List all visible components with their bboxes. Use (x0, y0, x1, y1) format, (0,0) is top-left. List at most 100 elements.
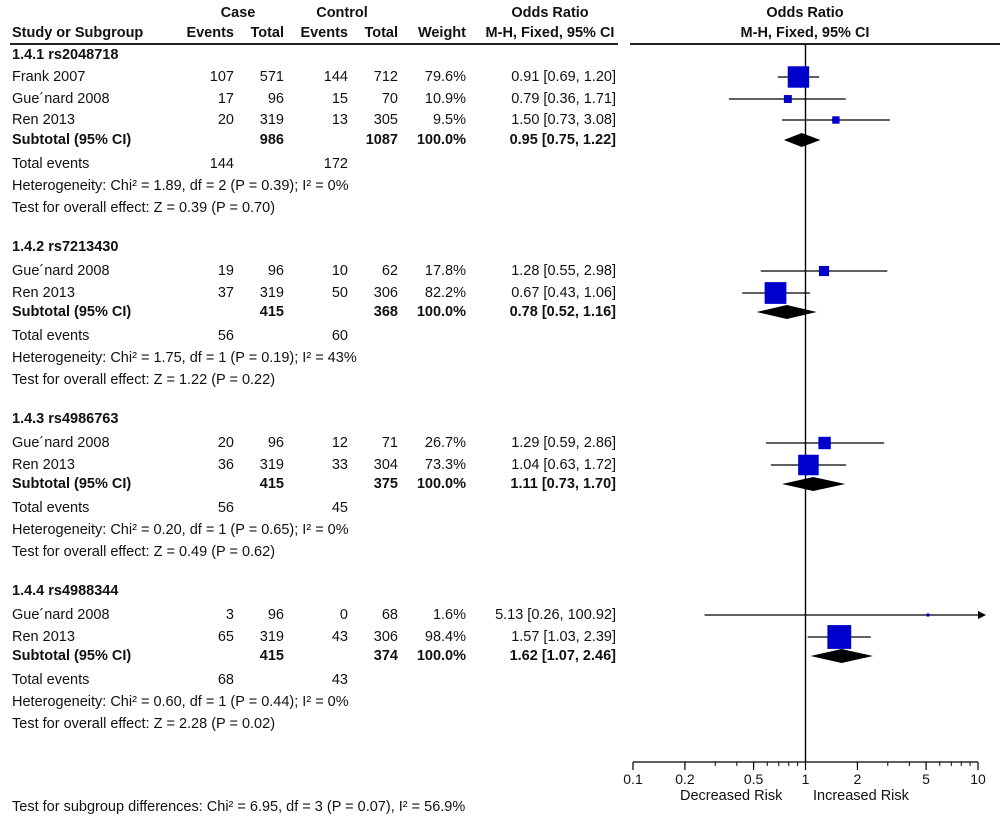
subtotal-diamond (781, 477, 846, 491)
odds-ratio-ci: 0.67 [0.43, 1.06] (511, 285, 616, 301)
decreased-risk-label: Decreased Risk (680, 788, 783, 804)
total-events-case: 56 (217, 328, 234, 344)
control-total: 71 (381, 435, 398, 451)
control-total: 305 (373, 112, 398, 128)
odds-ratio-ci: 1.04 [0.63, 1.72] (511, 457, 616, 473)
total-events-control: 172 (323, 156, 348, 172)
total-events-control: 60 (331, 328, 348, 344)
group-title: 1.4.2 rs7213430 (12, 239, 119, 255)
tick-label: 0.2 (675, 771, 695, 787)
study-marker (832, 116, 840, 124)
subtotal-case-total: 986 (259, 132, 284, 148)
total-events-label: Total events (12, 672, 90, 688)
study-name: Frank 2007 (12, 69, 86, 85)
control-events: 13 (331, 112, 348, 128)
odds-ratio-header-left: Odds Ratio (511, 5, 589, 21)
subtotal-diamond (756, 305, 817, 319)
study-weight: 26.7% (424, 435, 466, 451)
group-title: 1.4.4 rs4988344 (12, 583, 119, 599)
subtotal-label: Subtotal (95% CI) (12, 304, 132, 320)
odds-ratio-ci: 1.57 [1.03, 2.39] (511, 629, 616, 645)
tick-label: 1 (802, 771, 810, 787)
case-header: Case (220, 5, 256, 21)
tick-label: 5 (922, 771, 930, 787)
control-total: 70 (381, 91, 398, 107)
increased-risk-label: Increased Risk (813, 788, 909, 804)
case-events: 3 (225, 607, 234, 623)
case-total: 96 (267, 91, 284, 107)
study-name: Ren 2013 (12, 285, 75, 301)
total-events-label: Total events (12, 500, 90, 516)
control-events: 50 (331, 285, 348, 301)
subtotal-weight: 100.0% (416, 304, 466, 320)
case-total-header: Total (250, 25, 284, 41)
heterogeneity-text: Heterogeneity: Chi² = 0.20, df = 1 (P = … (12, 522, 349, 538)
case-events: 20 (217, 112, 234, 128)
control-events: 33 (331, 457, 348, 473)
study-marker (787, 66, 810, 88)
tick-label: 0.5 (744, 771, 764, 787)
subtotal-weight: 100.0% (416, 476, 466, 492)
subgroup-differences-text: Test for subgroup differences: Chi² = 6.… (12, 799, 466, 815)
subtotal-diamond (810, 649, 873, 663)
study-name: Gue´nard 2008 (12, 263, 110, 279)
study-name: Ren 2013 (12, 629, 75, 645)
study-weight: 1.6% (432, 607, 466, 623)
case-events: 17 (217, 91, 234, 107)
study-weight: 9.5% (432, 112, 466, 128)
total-events-control: 45 (331, 500, 348, 516)
subtotal-weight: 100.0% (416, 648, 466, 664)
study-marker (818, 265, 830, 277)
study-name: Ren 2013 (12, 112, 75, 128)
header-rule-right (630, 43, 1000, 45)
subtotal-label: Subtotal (95% CI) (12, 648, 132, 664)
control-events: 12 (331, 435, 348, 451)
case-events: 20 (217, 435, 234, 451)
header-rule-left (10, 43, 618, 45)
study-marker (827, 625, 852, 649)
subtotal-ci: 1.62 [1.07, 2.46] (509, 648, 616, 664)
case-total: 319 (259, 457, 284, 473)
study-weight: 73.3% (424, 457, 466, 473)
case-events-header: Events (186, 25, 234, 41)
case-events: 107 (209, 69, 234, 85)
subtotal-control-total: 374 (373, 648, 398, 664)
subtotal-label: Subtotal (95% CI) (12, 132, 132, 148)
control-total: 306 (373, 285, 398, 301)
study-name: Gue´nard 2008 (12, 435, 110, 451)
case-events: 65 (217, 629, 234, 645)
total-events-control: 43 (331, 672, 348, 688)
study-weight: 17.8% (424, 263, 466, 279)
study-marker (764, 282, 787, 304)
case-events: 19 (217, 263, 234, 279)
control-total: 304 (373, 457, 398, 473)
study-marker (783, 95, 792, 103)
overall-effect-text: Test for overall effect: Z = 0.39 (P = 0… (12, 200, 276, 216)
tick-label: 0.1 (623, 771, 643, 787)
case-total: 571 (259, 69, 284, 85)
ci-arrow (978, 611, 986, 619)
subtotal-label: Subtotal (95% CI) (12, 476, 132, 492)
weight-header: Weight (417, 25, 466, 41)
study-marker (798, 454, 819, 476)
subtotal-weight: 100.0% (416, 132, 466, 148)
subtotal-case-total: 415 (259, 648, 284, 664)
study-weight: 82.2% (424, 285, 466, 301)
case-total: 96 (267, 263, 284, 279)
tick-label: 10 (970, 771, 986, 787)
study-weight: 79.6% (424, 69, 466, 85)
odds-ratio-ci: 1.29 [0.59, 2.86] (511, 435, 616, 451)
odds-ratio-ci: 0.91 [0.69, 1.20] (511, 69, 616, 85)
heterogeneity-text: Heterogeneity: Chi² = 1.75, df = 1 (P = … (12, 350, 357, 366)
case-total: 319 (259, 285, 284, 301)
case-total: 96 (267, 607, 284, 623)
overall-effect-text: Test for overall effect: Z = 1.22 (P = 0… (12, 372, 276, 388)
study-name: Ren 2013 (12, 457, 75, 473)
control-events: 15 (331, 91, 348, 107)
subtotal-ci: 0.78 [0.52, 1.16] (509, 304, 616, 320)
control-events-header: Events (300, 25, 348, 41)
group-title: 1.4.3 rs4986763 (12, 411, 119, 427)
subtotal-control-total: 368 (373, 304, 398, 320)
overall-effect-text: Test for overall effect: Z = 0.49 (P = 0… (12, 544, 276, 560)
